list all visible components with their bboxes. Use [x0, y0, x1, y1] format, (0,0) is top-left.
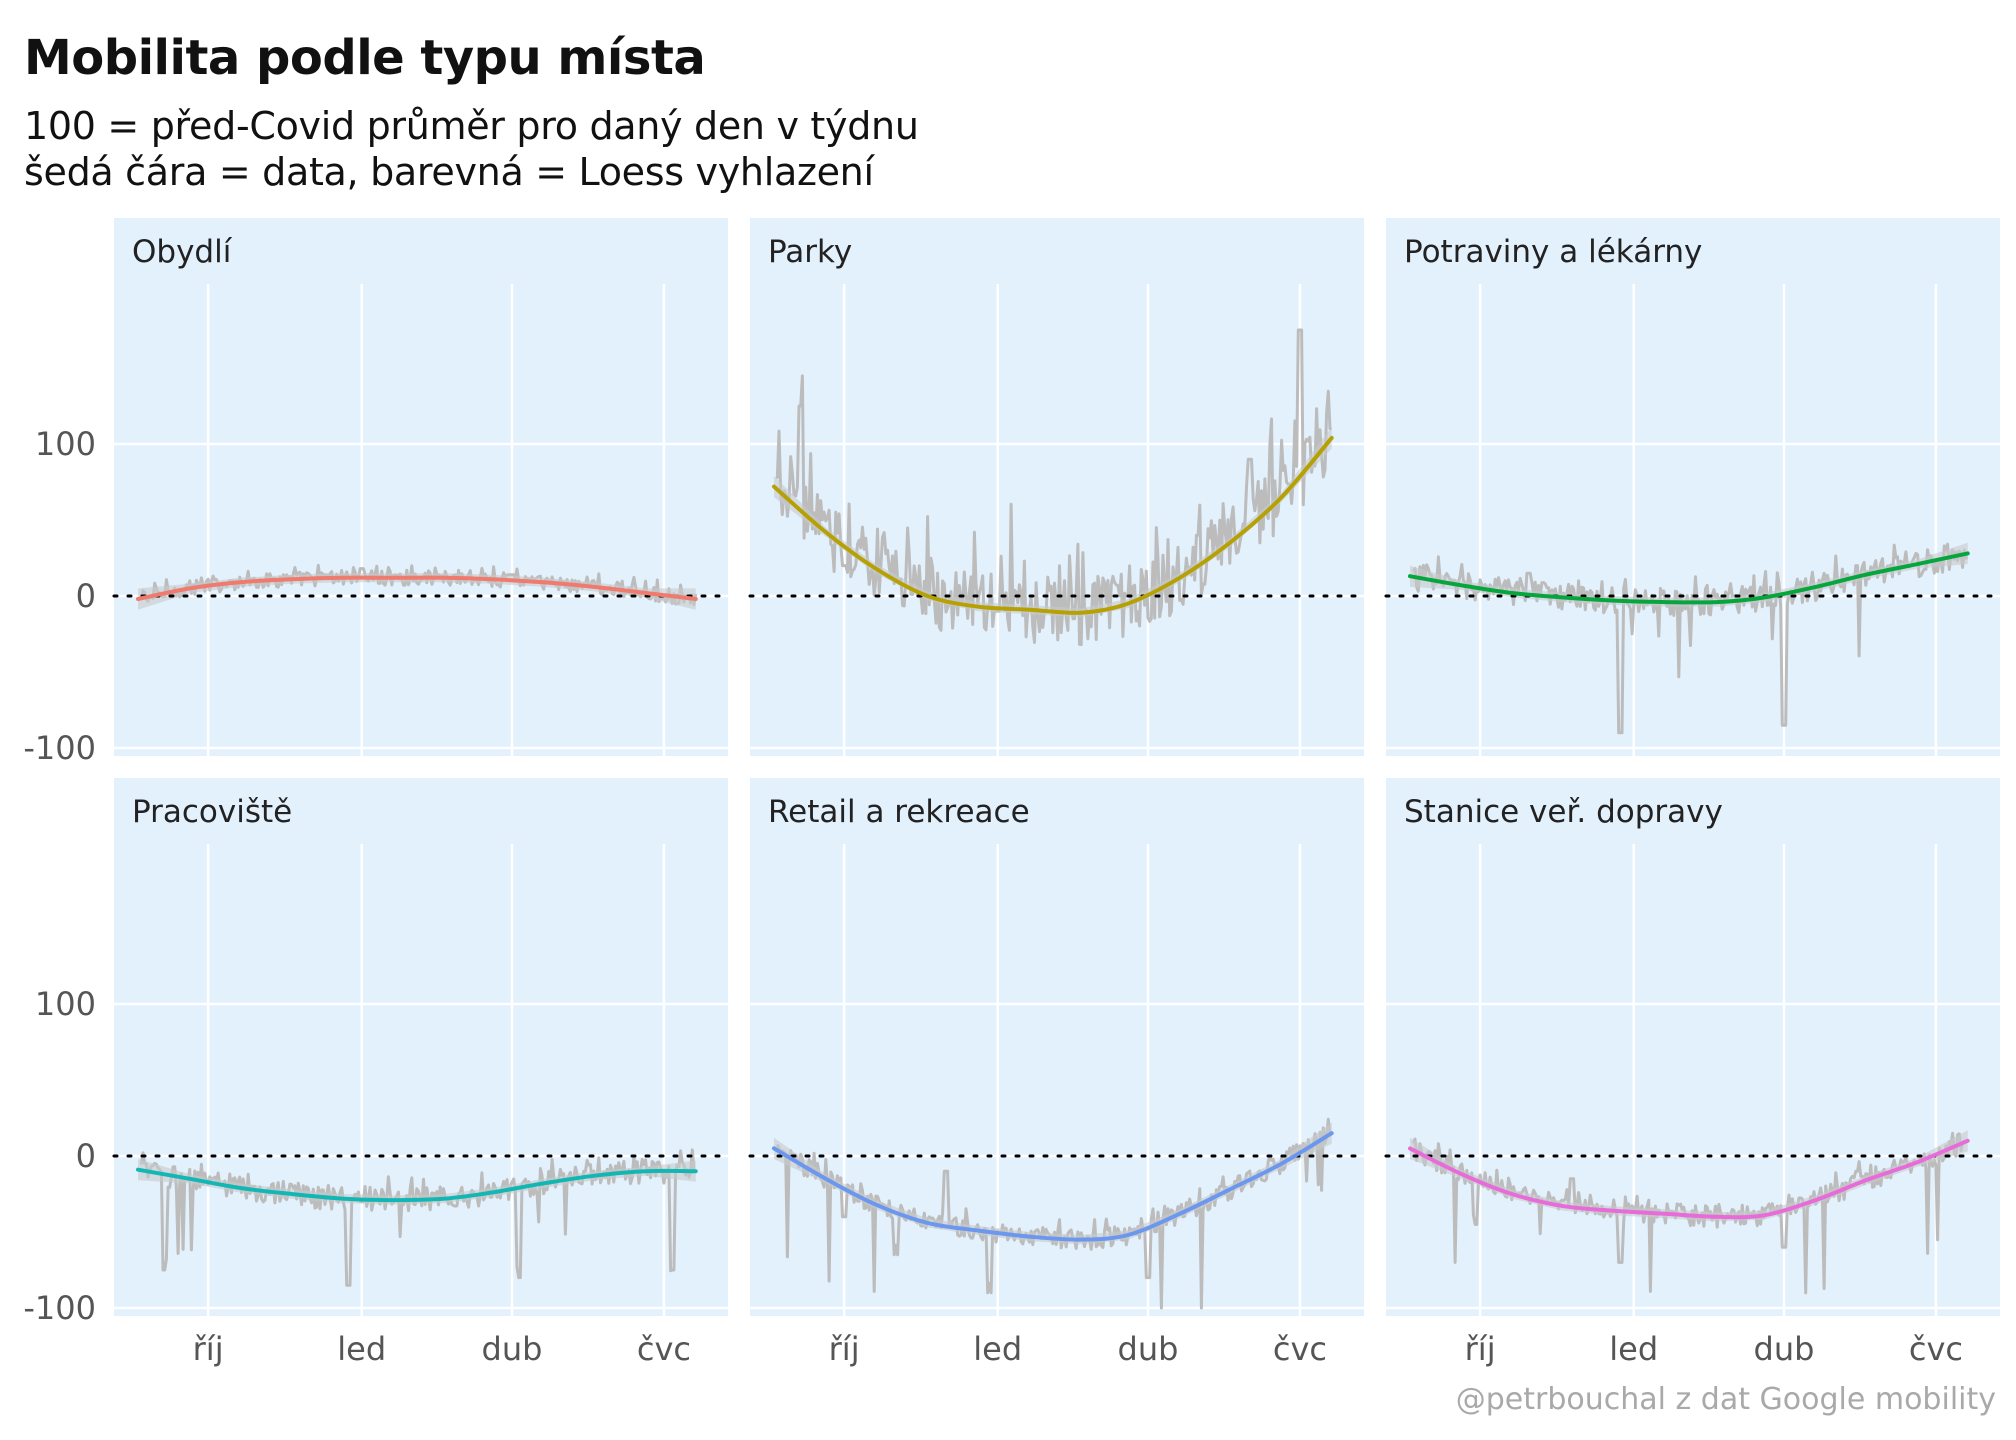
x-tick-label: čvc: [1273, 1330, 1327, 1368]
y-tick-label: 100: [35, 425, 96, 463]
x-tick-label: říj: [193, 1330, 224, 1368]
y-tick-label: -100: [23, 1289, 96, 1327]
facet-strip: [114, 218, 728, 284]
facet-strip-label: Retail a rekreace: [768, 794, 1030, 830]
facet-panel-3: Potraviny a lékárny: [1384, 218, 2002, 756]
facet-strip-label: Pracoviště: [132, 794, 292, 830]
facet-panel-2: Parky: [748, 218, 1366, 756]
y-tick-label: 0: [76, 577, 96, 615]
facet-strip-label: Obydlí: [132, 234, 233, 270]
facet-strip-label: Stanice veř. dopravy: [1404, 794, 1723, 830]
facet-plot-area: [114, 284, 728, 756]
facet-strip: [1386, 778, 2000, 844]
loess-smooth-line: [1408, 551, 1970, 605]
facet-panel-6: Stanice veř. dopravy říj led dub čvc: [1384, 778, 2002, 1368]
loess-smooth-line: [136, 1167, 698, 1203]
facet-strip: [750, 778, 1364, 844]
facet-plot-area: [1386, 284, 2000, 756]
loess-smooth-line: [772, 1131, 1334, 1242]
x-tick-label: čvc: [1909, 1330, 1963, 1368]
facet-strip: [1386, 218, 2000, 284]
x-tick-label: říj: [829, 1330, 860, 1368]
smooth-confidence-band: [774, 1122, 1332, 1245]
y-tick-label: 100: [35, 985, 96, 1023]
x-tick-label: čvc: [637, 1330, 691, 1368]
x-tick-label: led: [1609, 1330, 1658, 1368]
facet-panel-5: Retail a rekreace říj led dub čvc: [748, 778, 1366, 1368]
subtitle-line-1: 100 = před-Covid průměr pro daný den v t…: [24, 104, 919, 148]
facet-strip-label: Potraviny a lékárny: [1404, 234, 1702, 270]
loess-smooth-line: [1408, 1138, 1970, 1220]
facet-panel-4: Pracoviště říj led dub čvc -100 0 100: [23, 778, 730, 1368]
subtitle-line-2: šedá čára = data, barevná = Loess vyhlaz…: [24, 150, 874, 194]
facet-strip-label: Parky: [768, 234, 852, 270]
x-tick-label: dub: [482, 1330, 543, 1368]
x-tick-label: led: [973, 1330, 1022, 1368]
smooth-confidence-band: [1410, 1130, 1968, 1222]
facet-panel-1: Obydlí -100 0 100: [23, 218, 730, 767]
facet-strip: [114, 778, 728, 844]
raw-data-line: [775, 328, 1332, 647]
smooth-confidence-band: [1410, 542, 1968, 607]
facet-strip: [750, 218, 1364, 284]
x-tick-label: dub: [1118, 1330, 1179, 1368]
x-tick-label: říj: [1465, 1330, 1496, 1368]
facet-plot-area: [114, 844, 728, 1316]
loess-smooth-line: [136, 575, 698, 601]
x-tick-label: led: [337, 1330, 386, 1368]
x-tick-label: dub: [1754, 1330, 1815, 1368]
facet-plot-area: [1386, 844, 2000, 1316]
loess-smooth-line: [772, 435, 1334, 615]
y-tick-label: 0: [76, 1137, 96, 1175]
chart-title: Mobilita podle typu místa: [24, 30, 706, 86]
raw-data-line: [1412, 542, 1968, 735]
source-caption: @petrbouchal z dat Google mobility: [1455, 1382, 1996, 1417]
y-tick-label: -100: [23, 729, 96, 767]
